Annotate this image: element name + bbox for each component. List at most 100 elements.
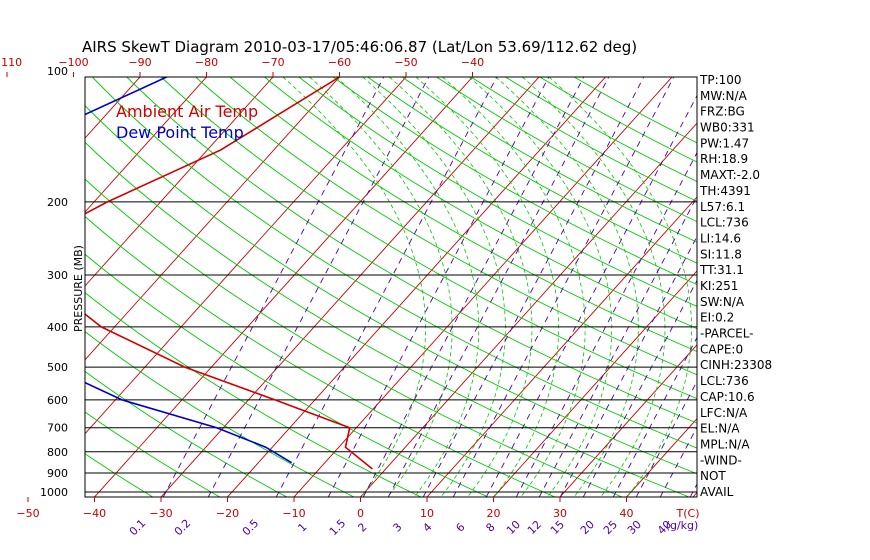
top-temp-label: −70 <box>261 56 284 69</box>
isotherm-line <box>0 57 25 512</box>
stability-index-entry: NOT <box>700 469 726 483</box>
pressure-tick-label: 100 <box>47 65 68 78</box>
dry-adiabat-line <box>126 77 697 424</box>
axis-ticks <box>6 72 627 502</box>
stability-index-entry: TP:100 <box>699 73 742 87</box>
dry-adiabat-line <box>85 292 422 497</box>
pressure-tick-label: 900 <box>47 467 68 480</box>
dry-adiabat-line <box>263 77 697 330</box>
mixing-ratio-line <box>387 77 610 497</box>
bottom-temp-label: 20 <box>487 507 501 520</box>
dry-adiabat-line <box>85 215 557 497</box>
mixing-ratio-label: 4 <box>420 520 434 534</box>
stability-index-entry: KI:251 <box>700 279 738 293</box>
moist-adiabat-line <box>282 77 427 497</box>
stability-index-entry: AVAIL <box>700 485 734 499</box>
bottom-temp-label: 40 <box>620 507 634 520</box>
bottom-temp-label: −30 <box>149 507 172 520</box>
pressure-tick-label: 500 <box>47 361 68 374</box>
mixing-ratio-line <box>485 94 697 497</box>
mixing-ratio-label: 8 <box>483 520 497 534</box>
top-temp-label: −90 <box>128 56 151 69</box>
stability-index-entry: FRZ:BG <box>700 105 745 119</box>
legend: Ambient Air Temp Dew Point Temp <box>116 102 258 142</box>
stability-index-entry: EI:0.2 <box>700 311 734 325</box>
moist-adiabat-line <box>362 77 506 497</box>
chart-title: AIRS SkewT Diagram 2010-03-17/05:46:06.8… <box>82 38 637 56</box>
stability-index-entry: PW:1.47 <box>700 136 749 150</box>
moist-adiabat-line <box>415 77 560 497</box>
mixing-ratio-line <box>362 77 585 497</box>
dry-adiabat-line <box>85 178 624 497</box>
mixing-ratio-line <box>327 77 550 497</box>
dry-adiabat-line <box>85 411 221 497</box>
dry-adiabat-line <box>194 77 697 376</box>
mixing-ratio-line <box>635 380 697 497</box>
ambient-air-temp-line <box>85 77 373 470</box>
mixing-ratio-line <box>452 77 675 497</box>
mixing-ratio-line <box>275 77 498 497</box>
stability-index-entry: WB0:331 <box>700 121 755 135</box>
mixing-ratio-label: 2 <box>355 520 369 534</box>
mixing-ratio-line <box>162 77 385 497</box>
dry-adiabat-line <box>401 77 697 243</box>
stability-index-entry: LCL:736 <box>700 216 749 230</box>
stability-index-entry: RH:18.9 <box>700 152 748 166</box>
stability-index-entry: MAXT:-2.0 <box>700 168 760 182</box>
mixing-ratio-label: 15 <box>548 518 567 537</box>
dry-adiabat-line <box>91 77 697 449</box>
stability-index-entry: LI:14.6 <box>700 231 741 245</box>
plot-frame <box>84 76 698 498</box>
dry-adiabat-line <box>160 77 697 400</box>
mixing-ratio-line <box>422 77 645 497</box>
top-temp-label: −80 <box>195 56 218 69</box>
pressure-lines <box>85 201 697 493</box>
mixing-ratio-line <box>515 151 697 497</box>
dry-adiabat-line <box>504 77 697 183</box>
moist-adiabat-line <box>521 77 666 497</box>
isotherm-line <box>226 77 607 497</box>
isotherm-line <box>746 57 870 512</box>
isotherm-line <box>85 77 274 287</box>
pressure-tick-label: 600 <box>47 394 68 407</box>
mixing-ratio-label: 30 <box>625 518 644 537</box>
mixing-ratio-label: 10 <box>504 518 523 537</box>
dry-adiabat-line <box>366 77 697 264</box>
dry-adiabat-line <box>85 104 697 475</box>
pressure-tick-label: 800 <box>47 446 68 459</box>
stability-index-entry: LCL:736 <box>700 374 749 388</box>
legend-dew-point-temp: Dew Point Temp <box>116 123 244 142</box>
stability-index-entry: LFC:N/A <box>700 406 748 420</box>
stability-index-entry: SI:11.8 <box>700 247 742 261</box>
dry-adiabat-line <box>573 77 697 144</box>
legend-ambient-air-temp: Ambient Air Temp <box>116 102 258 121</box>
stability-index-entry: -WIND- <box>700 453 742 467</box>
isotherm-line <box>93 77 474 497</box>
isotherm-line <box>359 122 697 497</box>
mixing-ratio-label: 0.2 <box>172 517 194 539</box>
stability-index-entry: CAPE:0 <box>700 342 743 356</box>
mixing-ratio-line <box>582 279 697 497</box>
data-series <box>85 77 373 470</box>
mixing-ratio-label: 1 <box>295 520 309 534</box>
stability-index-entry: TT:31.1 <box>699 263 744 277</box>
dry-adiabat-line <box>0 62 41 512</box>
moist-adiabat-line <box>495 77 639 497</box>
mixing-ratio-line <box>659 426 697 497</box>
top-temp-label: −40 <box>461 56 484 69</box>
stability-index-entry: EL:N/A <box>700 422 740 436</box>
mixing-ratio-label: 20 <box>578 518 597 537</box>
mixing-ratio-line <box>559 235 697 497</box>
stability-index-entry: MPL:N/A <box>700 437 750 451</box>
bottom-temp-label: 30 <box>553 507 567 520</box>
bottom-temp-label: −10 <box>282 507 305 520</box>
top-temp-label: −110 <box>0 56 22 69</box>
bottom-temp-label: 10 <box>420 507 434 520</box>
dry-adiabat-line <box>470 77 697 202</box>
dry-adiabat-line <box>538 77 697 163</box>
stability-index-entry: CINH:23308 <box>700 358 772 372</box>
mixing-ratio-label: 6 <box>453 520 467 534</box>
mixing-ratio-label: 12 <box>525 518 544 537</box>
dry-adiabat-line <box>85 370 288 497</box>
